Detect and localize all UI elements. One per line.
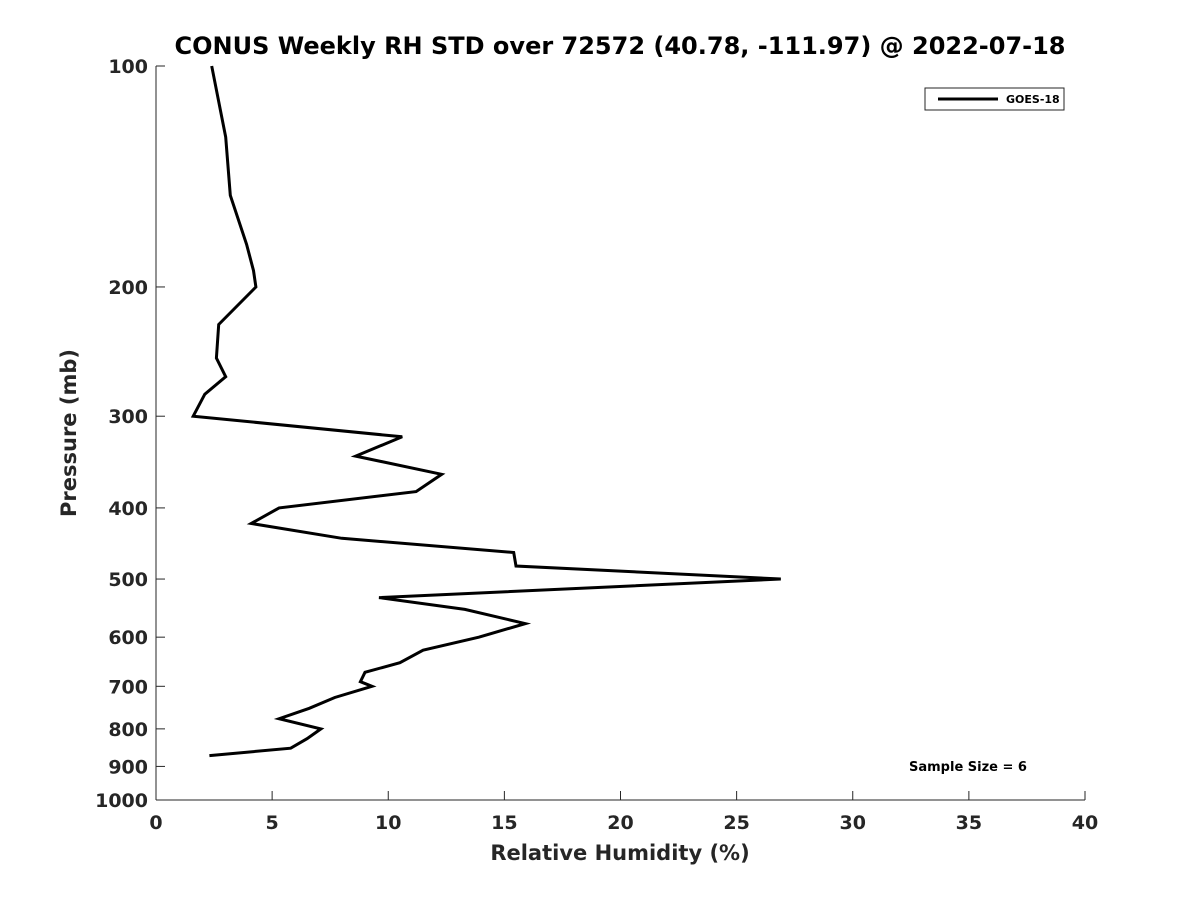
y-tick-label: 900 (108, 756, 148, 778)
y-tick-label: 1000 (95, 790, 148, 812)
x-tick-label: 10 (375, 812, 401, 834)
sample-size-annotation: Sample Size = 6 (909, 760, 1027, 775)
y-tick-label: 200 (108, 277, 148, 299)
x-axis-label: Relative Humidity (%) (490, 841, 749, 865)
y-ticks: 100 200 300 400 500 600 700 800 900 1000 (95, 56, 165, 812)
x-tick-label: 40 (1072, 812, 1098, 834)
y-tick-label: 300 (108, 406, 148, 428)
chart-title: CONUS Weekly RH STD over 72572 (40.78, -… (174, 32, 1065, 60)
x-tick-label: 25 (723, 812, 749, 834)
y-tick-label: 700 (108, 676, 148, 698)
x-ticks: 0 5 10 15 20 25 30 35 40 (149, 791, 1098, 834)
axes (155, 66, 1085, 801)
x-tick-label: 5 (266, 812, 279, 834)
y-tick-label: 100 (108, 56, 148, 78)
x-tick-label: 30 (840, 812, 866, 834)
series-layer (190, 65, 781, 758)
y-tick-label: 500 (108, 569, 148, 591)
legend-entry-goes-18: GOES-18 (1006, 93, 1060, 106)
y-axis-label: Pressure (mb) (57, 349, 81, 517)
y-tick-label: 800 (108, 719, 148, 741)
legend: GOES-18 (924, 87, 1065, 111)
series-line-goes-18 (190, 65, 781, 758)
x-tick-label: 35 (956, 812, 982, 834)
x-tick-label: 15 (491, 812, 517, 834)
y-tick-label: 600 (108, 627, 148, 649)
x-tick-label: 0 (149, 812, 162, 834)
x-tick-label: 20 (607, 812, 633, 834)
y-tick-label: 400 (108, 498, 148, 520)
